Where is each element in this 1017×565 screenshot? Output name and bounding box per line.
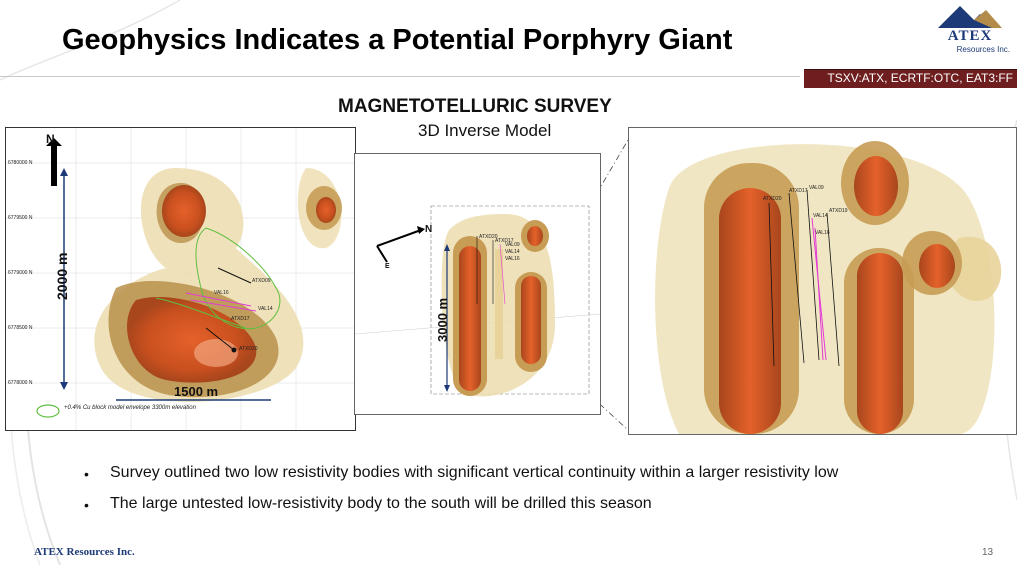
- drill-label: ATXD20: [763, 196, 782, 202]
- drill-label: ATXD19: [829, 208, 848, 214]
- scale-vertical-label: 3000 m: [435, 297, 450, 342]
- section-view-3d: N E 3000 m ATXD20 ATXD17 VAL09 VAL14 VAL…: [354, 153, 601, 415]
- north-label: N: [46, 132, 55, 146]
- drill-label: ATXD17: [789, 188, 808, 194]
- grid-label: 6780000 N: [8, 160, 33, 166]
- plan-view-map: N 2000 m 1500 m +0.4% Cu block model env…: [5, 127, 356, 431]
- footer-company: ATEX Resources Inc.: [34, 546, 135, 558]
- east-label: E: [385, 263, 390, 270]
- bullet-item: • The large untested low-resistivity bod…: [84, 495, 984, 513]
- drill-label: ATXD17: [495, 238, 514, 244]
- drill-label: VAL16: [505, 256, 520, 262]
- slide-title: Geophysics Indicates a Potential Porphyr…: [62, 24, 733, 56]
- drill-label: ATXD20: [239, 346, 258, 352]
- bullet-list: • Survey outlined two low resistivity bo…: [84, 464, 984, 526]
- grid-label: 6778500 N: [8, 325, 33, 331]
- page-number: 13: [982, 547, 994, 558]
- grid-label: 6778000 N: [8, 380, 33, 386]
- bullet-text: The large untested low-resistivity body …: [110, 495, 652, 512]
- ticker-text: TSXV:ATX, ECRTF:OTC, EAT3:FF: [827, 71, 1013, 85]
- plan-view-graphic: [6, 128, 355, 430]
- drill-label: VAL16: [214, 290, 229, 296]
- section-view-graphic: [355, 205, 600, 397]
- drill-label: ATXD20: [479, 234, 498, 240]
- drill-label: VAL14: [505, 249, 520, 255]
- drill-label: VAL09: [809, 185, 824, 191]
- atex-logo: ATEX Resources Inc.: [930, 4, 1010, 56]
- survey-subtitle: 3D Inverse Model: [418, 121, 552, 140]
- bullet-dot-icon: •: [84, 497, 89, 513]
- grid-label: 6779500 N: [8, 215, 33, 221]
- drill-label: VAL16: [815, 230, 830, 236]
- grid-label: 6779000 N: [8, 270, 33, 276]
- mountain-logo-icon: [938, 6, 1002, 28]
- scale-horizontal-label: 1500 m: [174, 384, 219, 399]
- logo-name: ATEX: [947, 28, 993, 44]
- logo-subtitle: Resources Inc.: [956, 45, 1010, 54]
- north-label: N: [425, 224, 433, 235]
- zoom-view-graphic: [655, 141, 1002, 434]
- survey-title: MAGNETOTELLURIC SURVEY: [338, 96, 612, 117]
- drill-label: VAL14: [258, 306, 273, 312]
- bullet-dot-icon: •: [84, 466, 89, 482]
- ticker-bar: TSXV:ATX, ECRTF:OTC, EAT3:FF: [804, 69, 1017, 88]
- scale-vertical-label: 2000 m: [54, 252, 70, 300]
- drill-label: ATXD09: [252, 278, 271, 284]
- drill-label: VAL14: [813, 213, 828, 219]
- title-divider: [0, 76, 800, 77]
- legend-text: +0.4% Cu block model envelope 3300m elev…: [64, 405, 196, 411]
- bullet-item: • Survey outlined two low resistivity bo…: [84, 464, 984, 482]
- drill-label: ATXD17: [231, 316, 250, 322]
- drill-label: VAL09: [505, 242, 520, 248]
- zoom-view-3d: ATXD20 ATXD17 VAL09 VAL14 ATXD19 VAL16: [628, 127, 1017, 435]
- bullet-text: Survey outlined two low resistivity bodi…: [110, 464, 839, 481]
